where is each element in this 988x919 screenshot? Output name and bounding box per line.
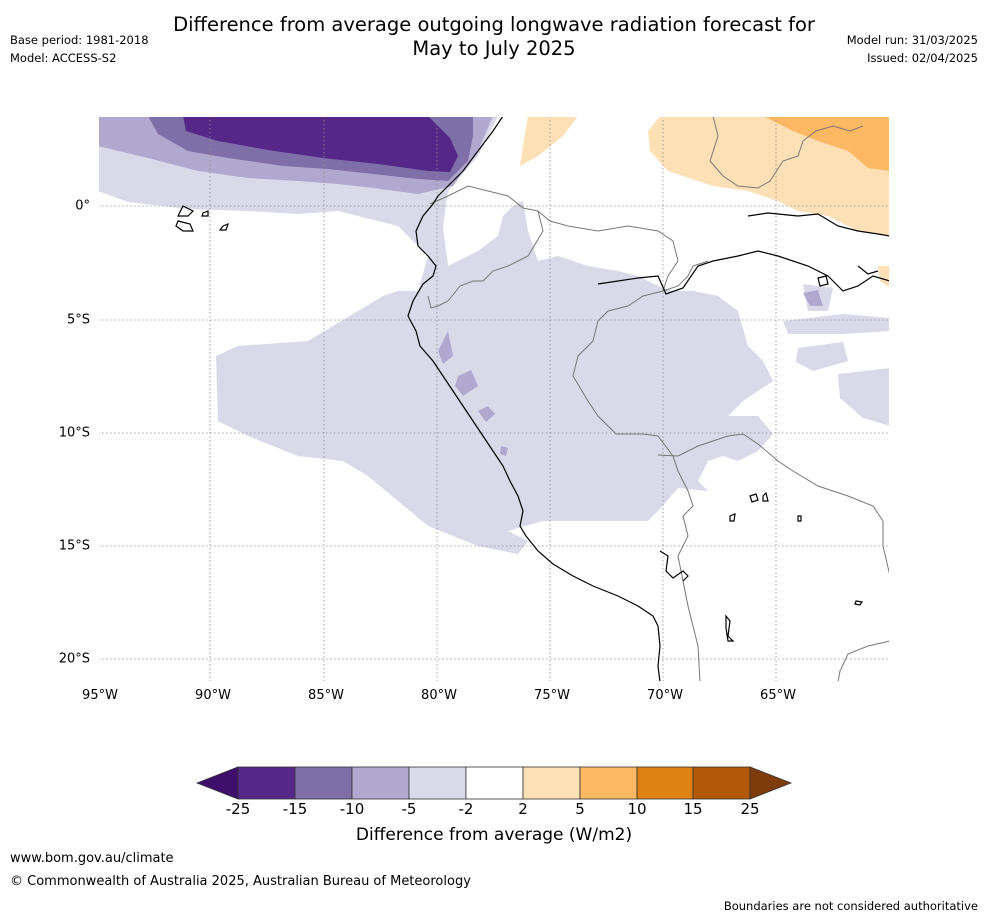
colorbar-cell-1 xyxy=(237,766,296,800)
lon-label-85w: 85°W xyxy=(308,688,344,703)
colorbar-cell-7 xyxy=(579,766,638,800)
base-period: Base period: 1981-2018 xyxy=(10,33,149,47)
colorbar-tick-6: 2 xyxy=(518,800,528,818)
meta-left: Base period: 1981-2018 Model: ACCESS-S2 xyxy=(10,31,149,67)
colorbar-cell-3 xyxy=(351,766,410,800)
colorbar-tick-5: -2 xyxy=(458,800,474,818)
title-line-2: May to July 2025 xyxy=(412,37,576,60)
colorbar-cell-under xyxy=(195,766,239,800)
model-name: Model: ACCESS-S2 xyxy=(10,51,117,65)
lon-label-75w: 75°W xyxy=(534,688,570,703)
lon-label-95w: 95°W xyxy=(82,688,118,703)
lat-label-20s: 20°S xyxy=(58,651,90,667)
anomaly-deep-purple xyxy=(183,116,458,172)
lon-label-70w: 70°W xyxy=(647,688,683,703)
colorbar-label: Difference from average (W/m2) xyxy=(355,825,633,845)
colorbar-tick-4: -5 xyxy=(401,800,417,818)
colorbar-cell-over xyxy=(749,766,793,800)
website-link[interactable]: www.bom.gov.au/climate xyxy=(10,851,174,866)
lon-label-65w: 65°W xyxy=(760,688,796,703)
graticule xyxy=(98,116,890,682)
map-panel xyxy=(98,116,890,682)
colorbar xyxy=(195,766,793,800)
lon-label-90w: 90°W xyxy=(195,688,231,703)
lon-label-80w: 80°W xyxy=(421,688,457,703)
colorbar-tick-9: 15 xyxy=(683,800,703,818)
copyright-notice: © Commonwealth of Australia 2025, Austra… xyxy=(10,874,471,889)
colorbar-cell-4 xyxy=(408,766,467,800)
anomaly-light-orange xyxy=(520,116,890,288)
colorbar-tick-8: 10 xyxy=(627,800,647,818)
lat-label-15s: 15°S xyxy=(58,538,90,554)
meta-right: Model run: 31/03/2025 Issued: 02/04/2025 xyxy=(847,31,978,67)
colorbar-cell-2 xyxy=(294,766,353,800)
map-frame xyxy=(98,116,890,682)
colorbar-tick-10: 25 xyxy=(740,800,760,818)
chart-title: Difference from average outgoing longwav… xyxy=(0,13,988,61)
colorbar-tick-3: -10 xyxy=(339,800,365,818)
colorbar-cell-6 xyxy=(522,766,581,800)
title-line-1: Difference from average outgoing longwav… xyxy=(173,13,815,36)
country-borders xyxy=(427,116,890,682)
colorbar-tick-1: -25 xyxy=(225,800,251,818)
lat-label-0: 0° xyxy=(75,198,90,214)
colorbar-tick-7: 5 xyxy=(575,800,585,818)
colorbar-cell-8 xyxy=(636,766,694,800)
boundaries-disclaimer: Boundaries are not considered authoritat… xyxy=(723,899,978,913)
coastline xyxy=(175,116,890,682)
colorbar-tick-2: -15 xyxy=(282,800,308,818)
issued-date: Issued: 02/04/2025 xyxy=(867,51,978,65)
lat-label-5s: 5°S xyxy=(66,312,90,328)
model-run: Model run: 31/03/2025 xyxy=(846,33,978,47)
colorbar-cell-5 xyxy=(465,766,524,800)
colorbar-cell-9 xyxy=(692,766,751,800)
lat-label-10s: 10°S xyxy=(58,425,90,441)
anomaly-orange xyxy=(763,116,890,171)
